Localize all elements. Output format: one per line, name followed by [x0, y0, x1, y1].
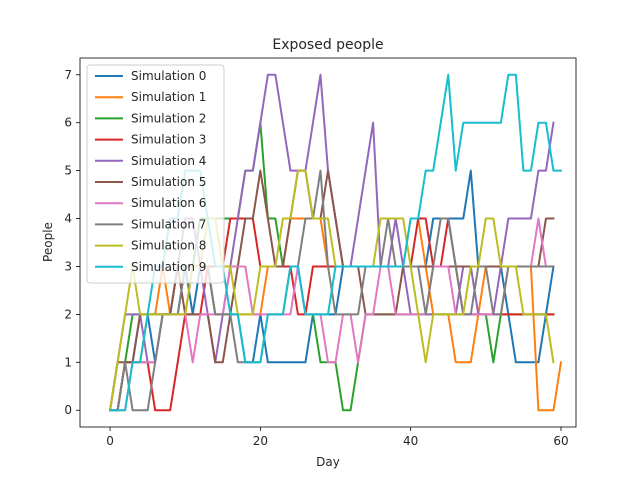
x-axis-label: Day: [316, 455, 340, 469]
legend-label-2: Simulation 2: [131, 111, 206, 125]
y-tick-label: 3: [64, 259, 72, 273]
y-tick-label: 6: [64, 116, 72, 130]
legend-label-0: Simulation 0: [131, 69, 206, 83]
legend-label-5: Simulation 5: [131, 175, 206, 189]
legend-label-8: Simulation 8: [131, 239, 206, 253]
y-tick-label: 4: [64, 212, 72, 226]
legend: Simulation 0 Simulation 1 Simulation 2 Simu…: [86, 64, 225, 284]
series-line-8: [108, 169, 555, 412]
axes-frame: [79, 57, 577, 428]
y-axis-label: People: [41, 222, 55, 262]
legend-label-3: Simulation 3: [131, 133, 206, 147]
x-tick-label: 60: [553, 434, 568, 448]
legend-label-9: Simulation 9: [131, 260, 206, 274]
x-tick-label: 0: [106, 434, 114, 448]
chart-title: Exposed people: [272, 37, 383, 53]
axis-ticks: 0 20 40 60 0 1 2 3 4 5 6 7: [64, 68, 568, 448]
legend-label-6: Simulation 6: [131, 196, 206, 210]
y-tick-label: 7: [64, 68, 72, 82]
x-tick-label: 20: [253, 434, 268, 448]
legend-box: [86, 64, 225, 284]
y-tick-label: 2: [64, 307, 72, 321]
legend-label-1: Simulation 1: [131, 90, 206, 104]
legend-label-7: Simulation 7: [131, 217, 206, 231]
y-tick-label: 0: [64, 403, 72, 417]
x-tick-label: 40: [403, 434, 418, 448]
y-tick-label: 5: [64, 164, 72, 178]
y-tick-label: 1: [64, 355, 72, 369]
legend-label-4: Simulation 4: [131, 154, 206, 168]
